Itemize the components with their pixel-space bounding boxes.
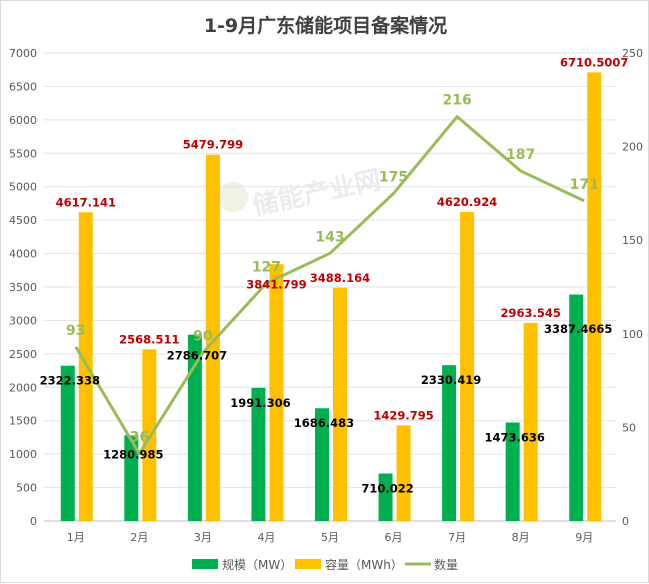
bar-capacity (269, 264, 284, 521)
y-left-tick-label: 1500 (9, 415, 37, 428)
x-tick-label: 9月 (575, 531, 593, 544)
y-left-tick-label: 5500 (9, 147, 37, 160)
y-left-tick-label: 2000 (9, 381, 37, 394)
chart-title: 1-9月广东储能项目备案情况 (203, 15, 448, 37)
x-tick-label: 7月 (448, 531, 466, 544)
y-left-tick-label: 4000 (9, 248, 37, 261)
x-tick-label: 5月 (321, 531, 339, 544)
data-label-capacity: 4617.141 (56, 195, 116, 209)
data-label-capacity: 6710.5007 (560, 55, 628, 69)
x-tick-label: 6月 (385, 531, 403, 544)
data-label-scale: 1991.306 (230, 396, 290, 410)
x-tick-label: 3月 (194, 531, 212, 544)
y-right-tick-label: 100 (622, 328, 643, 341)
data-label-count: 36 (130, 430, 149, 446)
bar-capacity (587, 72, 602, 521)
bar-scale (442, 365, 457, 521)
y-left-tick-label: 6000 (9, 114, 37, 127)
data-label-count: 171 (570, 177, 599, 193)
legend-swatch-scale (192, 559, 218, 569)
y-right-tick-label: 250 (622, 47, 643, 60)
legend-swatch-capacity (295, 559, 321, 569)
y-right-tick-label: 150 (622, 234, 643, 247)
y-left-tick-label: 7000 (9, 47, 37, 60)
bar-scale (187, 334, 202, 521)
data-label-capacity: 3841.799 (246, 277, 306, 291)
data-label-scale: 710.022 (361, 482, 413, 496)
y-right-tick-label: 200 (622, 141, 643, 154)
data-label-capacity: 3488.164 (310, 271, 370, 285)
watermark-logo-icon (218, 182, 248, 212)
legend-label-count: 数量 (434, 557, 458, 572)
data-label-count: 175 (379, 169, 408, 185)
bar-scale (315, 408, 329, 521)
x-tick-label: 1月 (67, 531, 85, 544)
x-tick-label: 2月 (130, 531, 148, 544)
legend-label-scale: 规模（MW） (222, 557, 292, 572)
bar-capacity (460, 212, 475, 521)
y-left-tick-label: 2500 (9, 348, 37, 361)
y-left-tick-label: 1000 (9, 448, 37, 461)
y-left-tick-label: 0 (30, 515, 37, 528)
line-count (74, 115, 585, 456)
bar-capacity (205, 154, 220, 521)
data-label-capacity: 4620.924 (437, 195, 497, 209)
legend-label-capacity: 容量（MWh） (325, 557, 403, 572)
data-label-scale: 1280.985 (103, 448, 163, 462)
y-left-tick-label: 3000 (9, 314, 37, 327)
bar-capacity (333, 287, 347, 521)
bar-capacity (396, 425, 411, 521)
data-label-count: 216 (442, 93, 471, 109)
bar-capacity (78, 212, 93, 521)
data-label-scale: 2322.338 (40, 374, 100, 388)
y-left-tick-label: 4500 (9, 214, 37, 227)
y-left-tick-label: 3500 (9, 281, 37, 294)
y-right-tick-label: 0 (622, 515, 629, 528)
data-label-capacity: 1429.795 (373, 408, 433, 422)
bar-scale (378, 473, 393, 521)
bar-scale (124, 435, 139, 521)
y-left-tick-label: 6500 (9, 80, 37, 93)
data-label-scale: 2330.419 (421, 373, 481, 387)
data-label-capacity: 2568.511 (119, 332, 179, 346)
data-label-capacity: 2963.545 (500, 306, 560, 320)
data-label-count: 127 (252, 259, 281, 275)
y-right-tick-label: 50 (622, 421, 636, 434)
x-tick-label: 8月 (512, 531, 530, 544)
data-label-count: 187 (506, 147, 535, 163)
x-tick-label: 4月 (257, 531, 275, 544)
bar-capacity (523, 322, 538, 521)
data-label-count: 143 (315, 229, 344, 245)
data-label-scale: 2786.707 (167, 349, 227, 363)
data-label-scale: 1686.483 (294, 416, 354, 430)
data-label-scale: 1473.636 (484, 430, 544, 444)
data-label-capacity: 5479.799 (183, 138, 243, 152)
data-label-count: 93 (66, 323, 85, 339)
y-left-tick-label: 500 (16, 482, 37, 495)
bar-scale (251, 387, 266, 521)
bar-scale (505, 422, 520, 521)
bar-scale (60, 365, 75, 521)
y-left-tick-label: 5000 (9, 181, 37, 194)
data-label-scale: 3387.4665 (544, 322, 612, 336)
bar-scale (569, 294, 584, 521)
watermark-text: 储能产业网 (250, 164, 384, 221)
data-label-count: 90 (193, 329, 213, 345)
